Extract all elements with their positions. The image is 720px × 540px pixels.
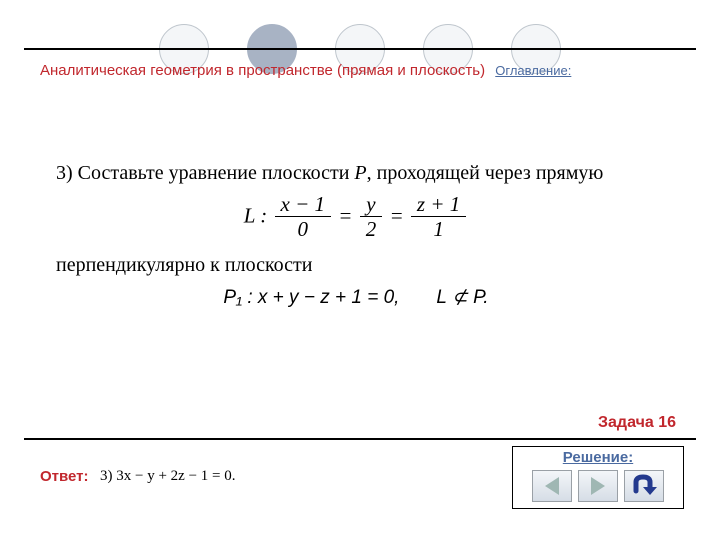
problem-text: , проходящей через прямую [367,162,604,184]
page-title: Аналитическая геометрия в пространстве (… [40,62,485,79]
horizontal-rule-top [24,48,696,50]
eq-P1-left: P₁ : x + y − z + 1 = 0, [223,287,399,308]
task-number: Задача 16 [598,414,676,432]
frac-den: 1 [411,217,466,242]
frac-den: 2 [360,217,383,242]
nav-prev-button[interactable] [532,470,572,502]
frac-num: x − 1 [275,193,332,217]
nav-next-button[interactable] [578,470,618,502]
problem-text: 3) Составьте уравнение плоскости [56,162,354,184]
equation-L: L : x − 1 0 = y 2 = z + 1 1 [56,193,656,242]
toc-link[interactable]: Оглавление: [495,63,571,78]
frac-num: z + 1 [411,193,466,217]
frac-num: y [360,193,383,217]
solution-link[interactable]: Решение: [517,449,679,466]
arrow-right-icon [591,477,605,495]
horizontal-rule-bottom [24,438,696,440]
arrow-left-icon [545,477,559,495]
fraction-1: x − 1 0 [273,193,334,242]
u-turn-icon [629,473,659,499]
problem-block: 3) Составьте уравнение плоскости P, прох… [56,160,656,311]
equation-P1: P₁ : x + y − z + 1 = 0, L ⊄ P. [56,285,656,311]
nav-row [517,470,679,502]
nav-return-button[interactable] [624,470,664,502]
problem-line-1: 3) Составьте уравнение плоскости P, прох… [56,160,656,187]
answer-label: Ответ: [40,468,89,485]
fraction-3: z + 1 1 [409,193,468,242]
equals: = [389,203,408,227]
equals: = [338,203,357,227]
solution-box: Решение: [512,446,684,509]
title-row: Аналитическая геометрия в пространстве (… [40,62,696,79]
frac-den: 0 [275,217,332,242]
problem-line-2: перпендикулярно к плоскости [56,252,656,279]
eq-L-notin-P: L ⊄ P. [436,287,488,308]
answer-text: 3) 3x − y + 2z − 1 = 0. [100,468,236,485]
problem-ital-P: P [354,162,366,184]
eq-L-prefix: L : [244,203,273,227]
fraction-2: y 2 [358,193,385,242]
